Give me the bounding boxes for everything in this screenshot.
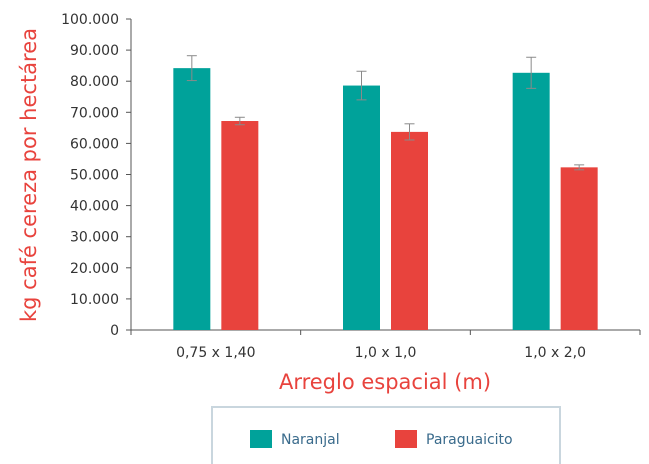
y-tick-label: 0 bbox=[110, 323, 119, 339]
y-tick-label: 50.000 bbox=[70, 168, 119, 184]
bars-group bbox=[173, 68, 598, 331]
bar-paraguaicito bbox=[391, 131, 428, 330]
x-axis-title: Arreglo espacial (m) bbox=[279, 370, 491, 394]
legend: Naranjal Paraguaicito bbox=[211, 406, 561, 464]
y-tick-label: 40.000 bbox=[70, 199, 119, 215]
bar-paraguaicito bbox=[221, 121, 259, 331]
legend-swatch-paraguaicito bbox=[395, 430, 417, 448]
y-axis: 0 10.000 20.000 30.000 40.000 50.000 60.000 70.… bbox=[61, 12, 132, 339]
y-axis-title: kg café cereza por hectárea bbox=[17, 28, 41, 322]
legend-swatch-naranjal bbox=[250, 430, 272, 448]
bar-naranjal bbox=[512, 72, 550, 330]
bar-paraguaicito bbox=[560, 167, 598, 330]
y-tick-label: 10.000 bbox=[70, 292, 119, 308]
y-tick-label: 90.000 bbox=[70, 43, 119, 59]
y-tick-label: 30.000 bbox=[70, 230, 119, 246]
y-tick-label: 70.000 bbox=[70, 105, 119, 121]
legend-label-naranjal: Naranjal bbox=[281, 432, 340, 448]
bar-naranjal bbox=[173, 68, 211, 330]
x-tick-label: 0,75 x 1,40 bbox=[176, 345, 256, 361]
x-tick-label: 1,0 x 2,0 bbox=[524, 345, 586, 361]
legend-label-paraguaicito: Paraguaicito bbox=[426, 432, 513, 448]
x-axis: 0,75 x 1,40 1,0 x 1,0 1,0 x 2,0 bbox=[130, 329, 641, 361]
error-bars-group bbox=[186, 55, 585, 171]
y-tick-label: 20.000 bbox=[70, 261, 119, 277]
x-tick-label: 1,0 x 1,0 bbox=[355, 345, 417, 361]
bar-naranjal bbox=[343, 85, 380, 330]
y-tick-label: 100.000 bbox=[61, 12, 119, 28]
y-tick-label: 80.000 bbox=[70, 74, 119, 90]
y-tick-label: 60.000 bbox=[70, 136, 119, 152]
